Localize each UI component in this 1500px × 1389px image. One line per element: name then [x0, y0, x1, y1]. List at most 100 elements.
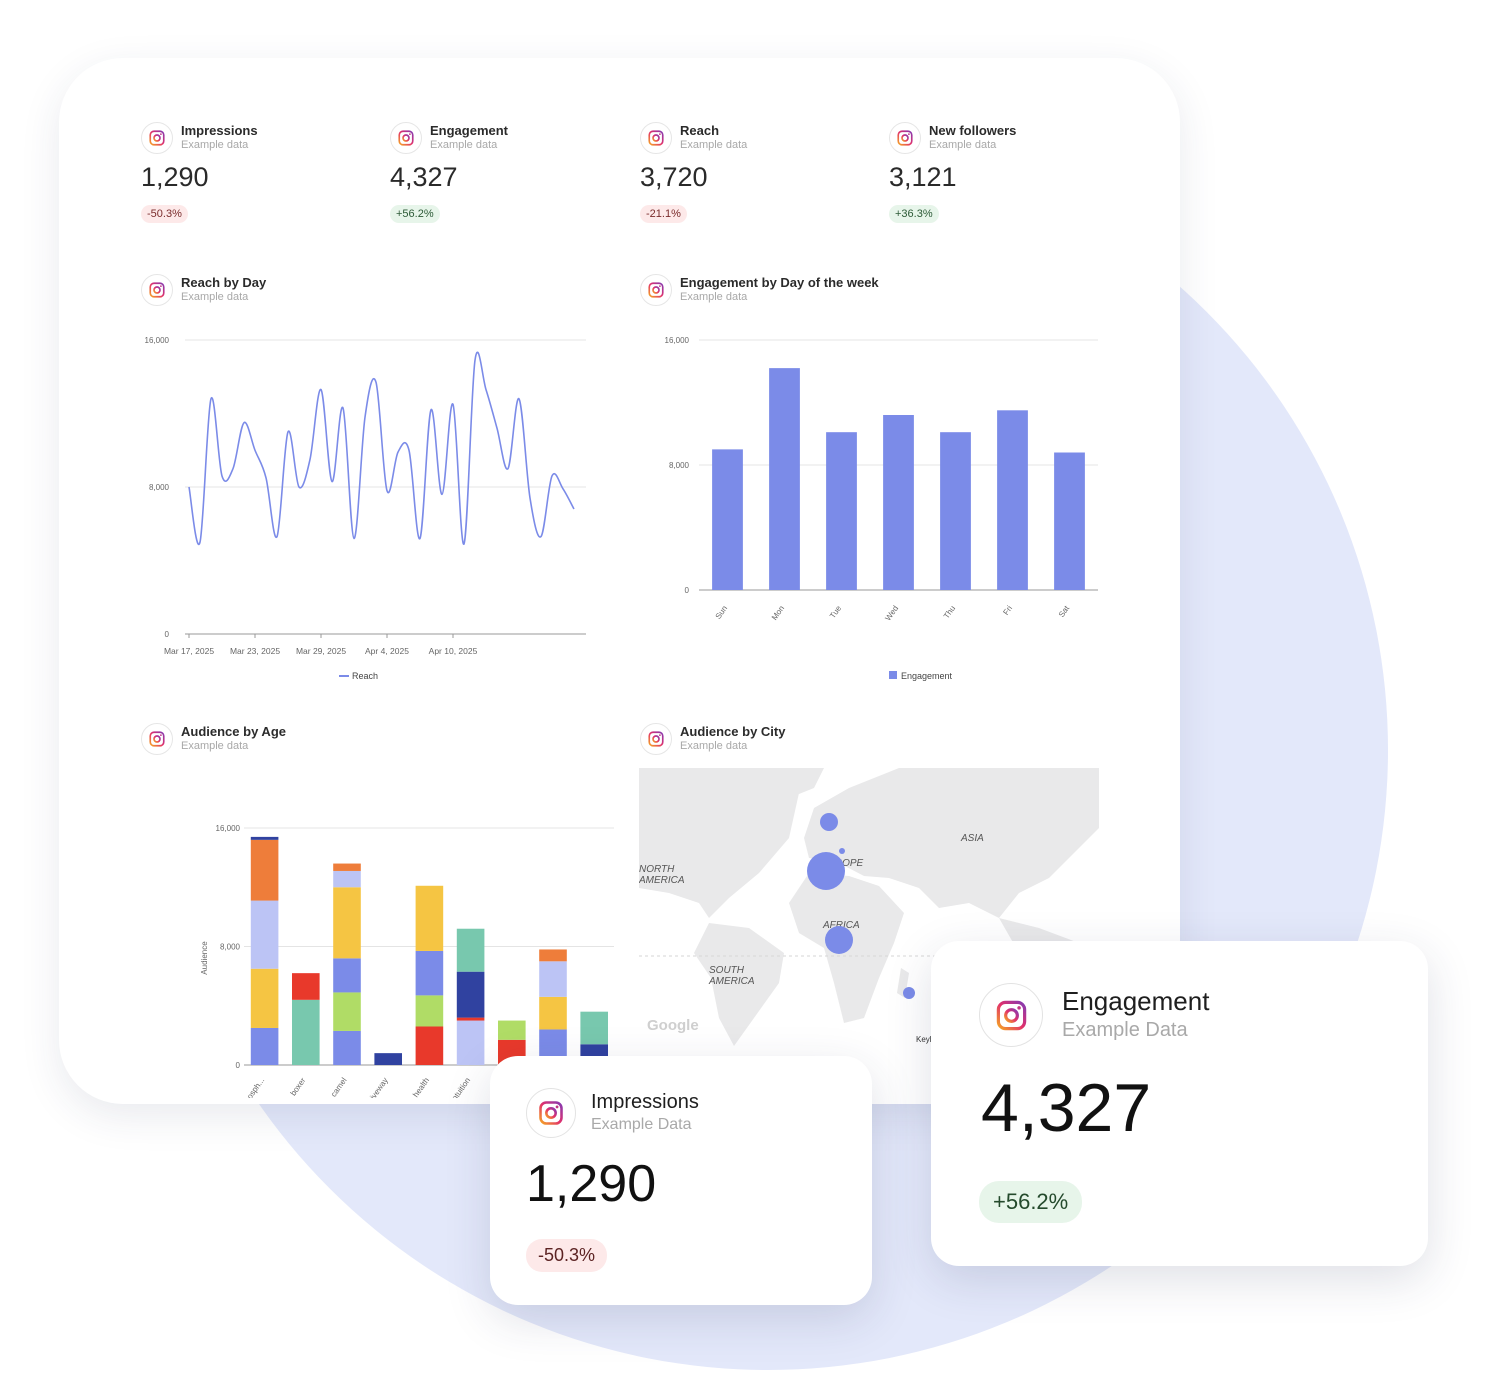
float-subtitle: Example Data — [1062, 1019, 1188, 1041]
x-tick-label: driveway — [364, 1076, 389, 1098]
bar-sat — [1054, 452, 1085, 590]
float-subtitle: Example Data — [591, 1116, 692, 1133]
kpi-title: New followers — [929, 123, 1017, 138]
stack-segment — [415, 1026, 444, 1065]
x-tick-label: intuition — [449, 1076, 472, 1098]
engagement-by-dow-chart[interactable]: 0 8,000 16,000 Sun Mon Tue Wed Thu Fri Sat Engagem… — [625, 328, 1105, 688]
x-tick-label: Apr 10, 2025 — [429, 646, 478, 656]
map-bubble-indian-ocean — [903, 987, 915, 999]
y-tick-label: 8,000 — [669, 461, 690, 470]
panel-subtitle: Example data — [680, 291, 748, 303]
y-tick-label: 8,000 — [149, 483, 170, 492]
map-region-label: ASIA — [960, 833, 984, 844]
x-tick-label: Sat — [1057, 603, 1072, 619]
map-land-north-america — [639, 768, 799, 918]
y-tick-label: 0 — [165, 630, 170, 639]
reach-by-day-chart[interactable]: 0 8,000 16,000 Mar 17, 2025 Mar 23, 2025 Mar … — [141, 328, 611, 688]
map-region-label: AMERICA — [639, 875, 685, 886]
stack-segment — [250, 836, 279, 840]
instagram-icon — [141, 723, 173, 755]
float-title: Engagement — [1062, 986, 1210, 1016]
kpi-subtitle: Example data — [430, 139, 498, 151]
stack-segment — [456, 1017, 485, 1021]
bar-mon — [769, 368, 800, 590]
stack-segment — [333, 887, 361, 959]
instagram-icon — [640, 122, 672, 154]
y-tick-label: 16,000 — [665, 336, 690, 345]
map-land-greenland — [759, 768, 824, 798]
kpi-reach[interactable]: Reach Example data 3,720 -21.1% — [640, 122, 880, 252]
y-tick-label: 0 — [236, 1061, 241, 1070]
kpi-subtitle: Example data — [680, 139, 748, 151]
instagram-icon — [526, 1088, 576, 1138]
kpi-new-followers[interactable]: New followers Example data 3,121 +36.3% — [889, 122, 1129, 252]
chart-legend: Reach — [339, 671, 378, 681]
x-tick-label: atmosph... — [237, 1076, 266, 1098]
stack-segment — [291, 999, 320, 1065]
map-bubble-europe-small — [839, 848, 845, 854]
kpi-value: 4,327 — [390, 162, 458, 192]
stack-segment — [250, 839, 279, 901]
kpi-impressions[interactable]: Impressions Example data 1,290 -50.3% — [141, 122, 381, 252]
bar-thu — [940, 432, 971, 590]
stack-segment — [456, 1020, 485, 1065]
stack-segment — [456, 928, 485, 972]
kpi-change-badge: -21.1% — [640, 205, 687, 223]
kpi-engagement[interactable]: Engagement Example data 4,327 +56.2% — [390, 122, 630, 252]
stack-segment — [333, 870, 361, 888]
kpi-subtitle: Example data — [929, 139, 997, 151]
map-region-label: AMERICA — [708, 976, 755, 987]
x-tick-label: Fri — [1001, 604, 1014, 617]
map-region-label: NORTH — [639, 864, 675, 875]
x-tick-label: Thu — [942, 604, 957, 620]
x-tick-label: Apr 4, 2025 — [365, 646, 409, 656]
stack-segment — [539, 961, 567, 997]
stack-segment — [333, 992, 361, 1031]
stack-segment — [415, 995, 444, 1027]
stack-segment — [250, 1027, 279, 1065]
stack-segment — [250, 900, 279, 969]
kpi-change-badge: -50.3% — [141, 205, 188, 223]
x-tick-label: Sun — [714, 604, 730, 621]
stack-segment — [415, 885, 444, 951]
audience-by-age-chart[interactable]: 0 8,000 16,000 Audience atmosph... boxer camel… — [134, 778, 614, 1098]
map-region-label: SOUTH — [709, 965, 745, 976]
chart-legend: Engagement — [889, 671, 953, 681]
stack-segment — [333, 863, 361, 871]
x-tick-label: Mar 23, 2025 — [230, 646, 280, 656]
instagram-icon — [640, 723, 672, 755]
x-tick-label: boxer — [289, 1076, 308, 1098]
map-bubble-europe-large — [807, 852, 845, 890]
dashboard-card: Impressions Example data 1,290 -50.3% En… — [59, 58, 1180, 1104]
map-land-eurasia — [804, 768, 1099, 918]
stack-segment — [291, 973, 320, 1000]
float-change-badge: -50.3% — [526, 1239, 608, 1272]
engagement-by-dow-header: Engagement by Day of the week Example da… — [640, 274, 960, 310]
instagram-icon — [979, 983, 1043, 1047]
google-attribution: Google — [647, 1017, 699, 1034]
keyboard-shortcuts-link[interactable]: Keyl — [916, 1035, 932, 1044]
map-land-south-america — [694, 923, 784, 1046]
reach-by-day-header: Reach by Day Example data — [141, 274, 461, 310]
panel-title: Audience by Age — [181, 724, 286, 739]
map-bubble-africa — [825, 926, 853, 954]
instagram-icon — [141, 274, 173, 306]
reach-series-line — [188, 351, 575, 546]
bar-wed — [883, 415, 914, 590]
y-tick-label: 16,000 — [216, 824, 241, 833]
floating-impressions-card[interactable]: Impressions Example Data 1,290 -50.3% — [490, 1056, 872, 1305]
map-region-label: AFRICA — [822, 920, 860, 931]
floating-engagement-card[interactable]: Engagement Example Data 4,327 +56.2% — [931, 941, 1428, 1266]
x-tick-label: Wed — [883, 604, 900, 623]
float-value: 4,327 — [981, 1070, 1152, 1146]
kpi-change-badge: +36.3% — [889, 205, 939, 223]
stack-segment — [539, 949, 567, 962]
audience-by-city-header: Audience by City Example data — [640, 723, 960, 759]
panel-subtitle: Example data — [680, 740, 748, 752]
panel-title: Engagement by Day of the week — [680, 275, 879, 290]
float-title: Impressions — [591, 1091, 699, 1113]
kpi-change-badge: +56.2% — [390, 205, 440, 223]
instagram-icon — [390, 122, 422, 154]
map-bubble-europe-north — [820, 813, 838, 831]
panel-subtitle: Example data — [181, 740, 249, 752]
